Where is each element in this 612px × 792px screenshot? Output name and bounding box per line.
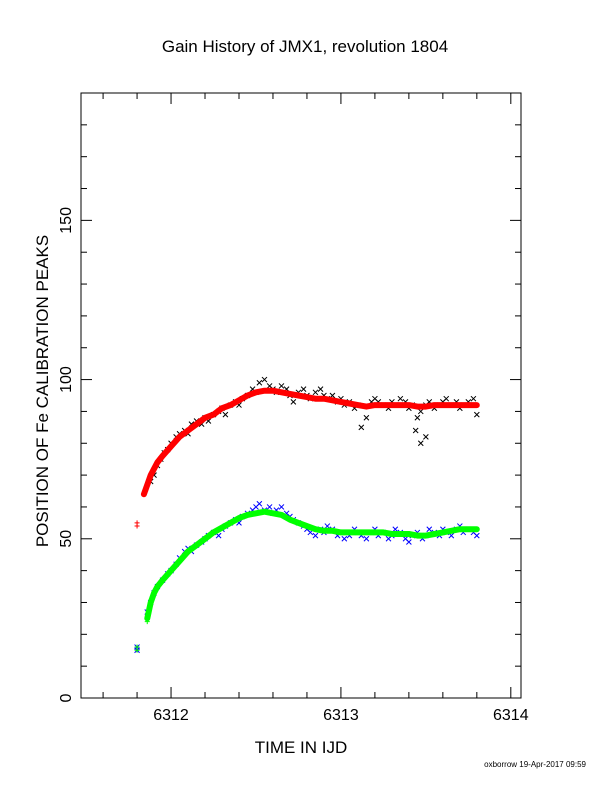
data-point <box>256 500 263 507</box>
data-point <box>278 504 285 510</box>
data-point <box>341 535 348 542</box>
data-point <box>134 523 140 529</box>
data-point <box>358 424 365 431</box>
data-point <box>300 386 307 392</box>
data-point <box>392 526 399 533</box>
data-point <box>417 440 424 447</box>
footer-credit: oxborrow 19-Apr-2017 09:59 <box>484 760 586 769</box>
y-tick-label: 100 <box>58 366 75 393</box>
series-4 <box>144 508 480 622</box>
data-point <box>290 399 297 405</box>
data-point <box>406 539 412 545</box>
fit-line <box>140 387 480 498</box>
y-axis-label: POSITION OF Fe CALIBRATION PEAKS <box>33 235 52 547</box>
data-point <box>473 532 480 539</box>
data-point <box>317 386 324 392</box>
plot-frame <box>80 92 522 699</box>
data-point <box>363 414 370 421</box>
data-point <box>324 523 331 529</box>
y-tick-labels: 0 50 100 150 <box>58 207 75 703</box>
data-point <box>266 504 273 510</box>
data-point <box>256 379 263 386</box>
data-point <box>312 532 319 539</box>
y-tick-label: 150 <box>58 207 75 234</box>
data-point <box>222 411 229 418</box>
fit-line <box>144 508 480 622</box>
series-2 <box>134 488 149 529</box>
data-point <box>261 376 268 383</box>
data-point <box>443 395 450 402</box>
x-tick-label: 6313 <box>323 707 359 724</box>
series-1 <box>140 387 480 498</box>
y-tick-label: 0 <box>58 693 75 702</box>
data-point <box>473 411 480 418</box>
x-tick-label: 6312 <box>153 707 189 724</box>
data-point <box>134 644 140 650</box>
data-point <box>426 526 433 533</box>
chart-title: Gain History of JMX1, revolution 1804 <box>162 37 448 56</box>
data-point <box>141 491 147 497</box>
data-point <box>363 535 370 542</box>
data-point <box>417 408 424 415</box>
data-point <box>423 434 429 440</box>
x-tick-label: 6314 <box>493 707 529 724</box>
data-point <box>470 395 477 402</box>
x-tick-labels: 6312 6313 6314 <box>153 707 528 724</box>
series-0 <box>147 376 480 485</box>
data-point <box>143 488 149 494</box>
y-tick-label: 50 <box>58 530 75 548</box>
data-point <box>397 395 404 402</box>
data-point <box>278 383 285 389</box>
data-point <box>412 427 419 434</box>
data-point <box>215 532 222 539</box>
data-point <box>414 414 421 421</box>
data-point <box>312 389 319 396</box>
series-5 <box>134 615 150 653</box>
data-point <box>144 615 150 621</box>
axis-ticks <box>81 92 521 699</box>
data-series <box>134 376 480 654</box>
x-axis-label: TIME IN IJD <box>255 738 348 757</box>
